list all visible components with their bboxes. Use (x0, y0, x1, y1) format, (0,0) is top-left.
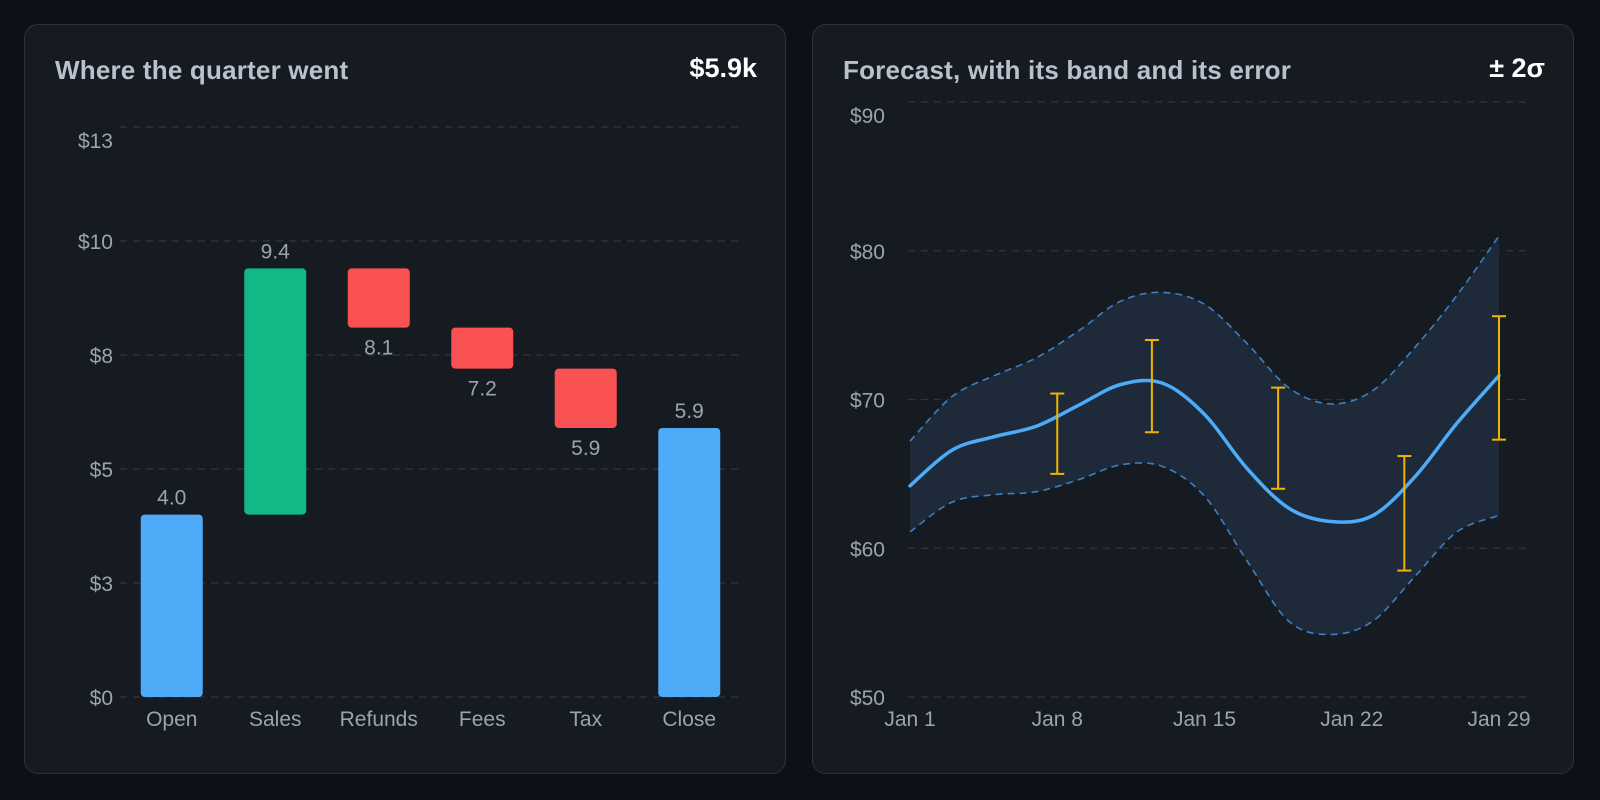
band-upper-edge (909, 235, 1500, 442)
waterfall-total-badge: $5.9k (689, 53, 757, 83)
forecast-card: Forecast, with its band and its error ± … (812, 24, 1574, 774)
waterfall-bar-refunds (347, 268, 410, 328)
forecast-line (908, 373, 1501, 524)
x-tick-label: Jan 1 (884, 708, 935, 731)
x-tick-label: Sales (249, 708, 302, 731)
data-label: 5.9 (675, 400, 704, 423)
waterfall-title: Where the quarter went (55, 55, 349, 85)
confidence-band (910, 235, 1499, 635)
data-label: 8.1 (364, 337, 393, 360)
y-tick-label: $60 (850, 538, 885, 561)
x-tick-label: Jan 22 (1320, 708, 1383, 731)
y-tick-label: $5 (90, 459, 113, 482)
y-tick-label: $0 (90, 687, 113, 710)
forecast-chart: $50 $60 $70 $80 $90 Jan 1 Jan 8 Jan 15 Jan 22 Jan… (850, 101, 1531, 731)
x-tick-label: Jan 8 (1032, 708, 1083, 731)
y-tick-label: $50 (850, 687, 885, 710)
waterfall-bar-open (140, 514, 203, 697)
y-tick-label: $80 (850, 241, 885, 264)
waterfall-bar-tax (554, 368, 617, 428)
x-tick-label: Open (146, 708, 197, 731)
data-label: 9.4 (261, 240, 291, 263)
x-tick-label: Refunds (340, 708, 418, 731)
data-label: 4.0 (157, 487, 186, 510)
y-tick-label: $70 (850, 390, 885, 413)
waterfall-chart: $0 $3 $5 $8 $10 $13 4.0 Open 9.4 Sales 8.1 Refunds 7… (78, 126, 741, 731)
y-tick-label: $13 (78, 130, 113, 153)
forecast-title: Forecast, with its band and its error (843, 55, 1292, 85)
data-label: 5.9 (571, 437, 600, 460)
x-tick-label: Jan 29 (1467, 708, 1530, 731)
waterfall-bar-fees (451, 327, 514, 369)
data-label: 7.2 (468, 378, 497, 401)
x-tick-label: Jan 15 (1173, 708, 1236, 731)
waterfall-bar-close (658, 427, 721, 697)
y-tick-label: $3 (90, 573, 113, 596)
forecast-sigma-badge: ± 2σ (1489, 53, 1545, 83)
x-tick-label: Fees (459, 708, 506, 731)
x-tick-label: Tax (569, 708, 602, 731)
waterfall-card: Where the quarter went $5.9k $0 $3 $5 $8 $10… (24, 24, 786, 774)
y-tick-label: $90 (850, 105, 885, 128)
x-tick-label: Close (662, 708, 716, 731)
y-tick-label: $8 (90, 345, 113, 368)
waterfall-bar-sales (244, 268, 307, 515)
y-tick-label: $10 (78, 231, 113, 254)
band-lower-edge (909, 462, 1500, 636)
